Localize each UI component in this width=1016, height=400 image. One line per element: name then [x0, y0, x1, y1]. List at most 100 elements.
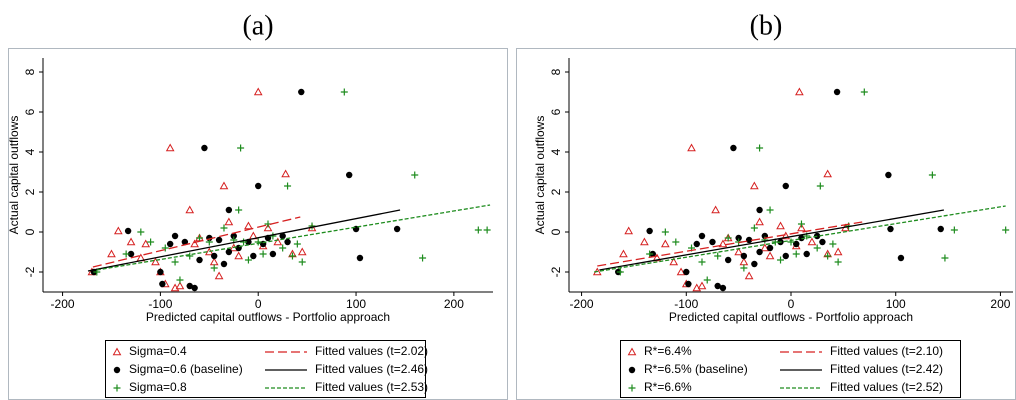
- triangle-marker: [697, 281, 707, 290]
- circle-marker: [833, 88, 841, 96]
- plus-marker: [616, 268, 624, 276]
- circle-marker: [714, 282, 721, 290]
- x-tick-label: 0: [255, 297, 262, 311]
- circle-marker: [225, 206, 233, 214]
- x-tick-label: -100: [148, 297, 172, 311]
- circle-marker: [230, 232, 237, 240]
- circle-marker: [745, 236, 753, 244]
- circle-marker: [186, 282, 193, 290]
- triangle-marker: [669, 257, 679, 266]
- triangle-marker: [744, 271, 754, 280]
- triangle-marker: [776, 221, 785, 230]
- plus-marker: [1002, 226, 1010, 234]
- legend-label: Fitted values (t=2.42): [830, 362, 943, 376]
- triangle-marker: [151, 257, 160, 266]
- triangle-marker: [165, 143, 175, 152]
- circle-marker: [885, 171, 892, 179]
- circle-marker: [269, 250, 277, 258]
- circle-marker: [698, 232, 706, 240]
- legend-box: [620, 340, 961, 398]
- fitted-line: [87, 209, 401, 272]
- fitted-line: [594, 205, 1006, 273]
- plus-marker: [147, 238, 155, 246]
- plus-marker: [205, 238, 213, 246]
- plus-marker: [284, 182, 292, 190]
- triangle-marker: [619, 249, 628, 258]
- triangle-marker: [807, 237, 817, 246]
- circle-marker: [793, 240, 800, 248]
- circle-marker: [819, 238, 826, 246]
- plus-marker: [279, 244, 287, 252]
- plus-marker: [298, 258, 306, 266]
- circle-marker: [803, 250, 810, 258]
- plus-marker: [777, 256, 785, 264]
- triangle-marker: [141, 239, 151, 248]
- circle-marker: [683, 268, 690, 276]
- x-tick-label: 0: [788, 297, 795, 311]
- legend-label: Fitted values (t=2.53): [315, 380, 428, 394]
- y-tick-label: 4: [23, 148, 37, 155]
- triangle-marker: [760, 243, 770, 252]
- triangle-marker: [823, 169, 833, 178]
- x-tick-label: 200: [990, 297, 1010, 311]
- plus-marker: [672, 238, 680, 246]
- plus-marker: [787, 238, 795, 246]
- plus-marker: [237, 144, 245, 152]
- circle-marker: [171, 232, 179, 240]
- x-tick-label: 100: [886, 297, 906, 311]
- panel-title: (a): [242, 10, 273, 41]
- circle-marker: [719, 284, 727, 292]
- plus-marker: [950, 226, 958, 234]
- triangle-marker: [718, 239, 728, 248]
- triangle-marker: [126, 237, 136, 246]
- circle-marker: [735, 234, 742, 242]
- circle-marker: [345, 171, 353, 179]
- plus-marker: [171, 258, 179, 266]
- legend-label: Sigma=0.6 (baseline): [129, 362, 243, 376]
- plus-marker: [792, 250, 800, 258]
- plus-marker: [740, 264, 748, 272]
- triangle-marker: [640, 237, 649, 246]
- circle-marker: [693, 240, 700, 248]
- legend-marker: [627, 347, 637, 356]
- legend-label: Fitted values (t=2.46): [315, 362, 428, 376]
- panel-title: (b): [750, 10, 783, 41]
- triangle-marker: [281, 169, 290, 178]
- circle-marker: [937, 225, 944, 233]
- plus-marker: [474, 226, 482, 234]
- plus-marker: [860, 88, 868, 96]
- plus-marker: [941, 254, 949, 262]
- plus-marker: [724, 234, 732, 242]
- legend-label: R*=6.5% (baseline): [644, 362, 748, 376]
- triangle-marker: [676, 267, 686, 276]
- plus-marker: [220, 224, 228, 232]
- circle-marker: [709, 238, 716, 246]
- legend-marker: [628, 366, 636, 374]
- triangle-marker: [113, 226, 123, 235]
- triangle-marker: [687, 143, 696, 152]
- plus-marker: [288, 252, 296, 260]
- plus-marker: [411, 171, 419, 179]
- legend-marker: [113, 384, 121, 392]
- triangle-marker: [795, 87, 804, 96]
- plus-marker: [244, 256, 252, 264]
- circle-marker: [782, 252, 789, 260]
- circle-marker: [284, 238, 291, 246]
- x-tick-label: -200: [51, 297, 75, 311]
- plus-marker: [834, 258, 842, 266]
- y-tick-label: 0: [549, 228, 563, 235]
- circle-marker: [201, 144, 208, 152]
- plus-marker: [161, 244, 169, 252]
- y-tick-label: 8: [23, 68, 37, 75]
- circle-marker: [196, 256, 203, 264]
- x-axis-title: Predicted capital outflows - Portfolio a…: [669, 310, 913, 324]
- triangle-marker: [660, 239, 670, 248]
- circle-marker: [159, 280, 166, 288]
- legend-label: Fitted values (t=2.02): [315, 344, 428, 358]
- x-axis-title: Predicted capital outflows - Portfolio a…: [146, 310, 390, 324]
- legend-marker: [113, 366, 121, 374]
- triangle-marker: [253, 87, 263, 96]
- triangle-marker: [185, 205, 195, 214]
- triangle-marker: [755, 217, 764, 226]
